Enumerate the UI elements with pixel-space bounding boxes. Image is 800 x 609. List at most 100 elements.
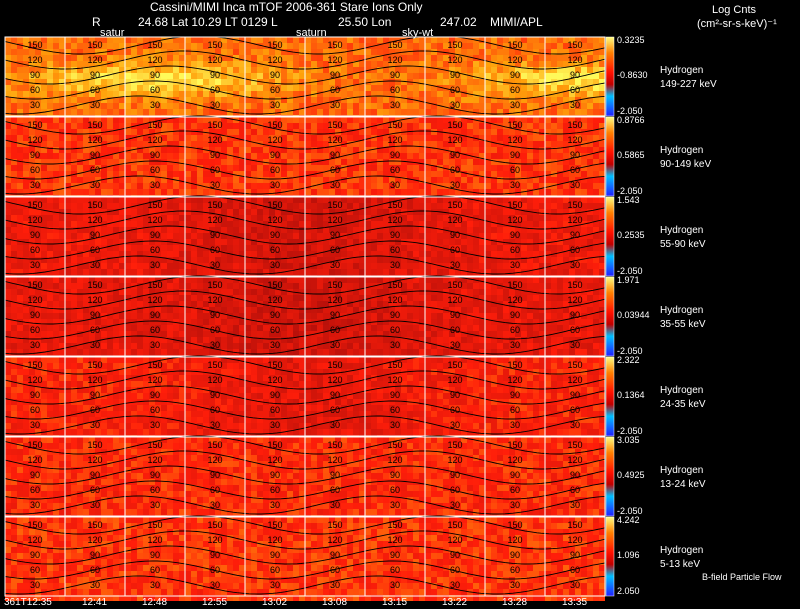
heat-cell — [203, 251, 209, 257]
heat-cell — [257, 43, 263, 49]
heat-cell — [251, 251, 257, 257]
heat-cell — [497, 307, 503, 313]
heat-cell — [167, 283, 173, 289]
contour-label: 60 — [210, 85, 220, 95]
heat-cell — [119, 313, 125, 319]
heat-cell — [17, 177, 23, 183]
heat-cell — [557, 221, 563, 227]
heat-cell — [305, 221, 311, 227]
heat-cell — [149, 289, 155, 295]
heat-cell — [401, 159, 407, 165]
heat-cell — [431, 183, 437, 189]
heat-cell — [425, 239, 431, 245]
heat-cell — [263, 49, 269, 55]
heat-cell — [89, 203, 95, 209]
heat-cell — [17, 129, 23, 135]
heat-cell — [167, 189, 173, 195]
heat-cell — [353, 257, 359, 263]
heat-cell — [89, 171, 95, 177]
heat-cell — [89, 263, 95, 269]
heat-cell — [467, 85, 473, 91]
heat-cell — [359, 221, 365, 227]
heat-cell — [269, 233, 275, 239]
contour-label: 30 — [450, 180, 460, 190]
heat-cell — [269, 55, 275, 61]
heat-cell — [353, 43, 359, 49]
heat-cell — [173, 123, 179, 129]
heat-cell — [305, 67, 311, 73]
heat-cell — [335, 269, 341, 275]
heat-cell — [587, 283, 593, 289]
heat-cell — [209, 203, 215, 209]
heat-cell — [53, 171, 59, 177]
heat-cell — [263, 183, 269, 189]
heat-cell — [341, 295, 347, 301]
heat-cell — [143, 109, 149, 115]
heat-cell — [473, 73, 479, 79]
heat-cell — [461, 123, 467, 129]
heat-cell — [587, 263, 593, 269]
heat-cell — [137, 177, 143, 183]
heat-cell — [431, 215, 437, 221]
heat-cell — [203, 153, 209, 159]
heat-cell — [113, 135, 119, 141]
heat-cell — [491, 189, 497, 195]
heat-cell — [173, 67, 179, 73]
heat-cell — [149, 159, 155, 165]
heat-cell — [191, 239, 197, 245]
heat-cell — [179, 301, 185, 307]
heat-cell — [545, 209, 551, 215]
heat-cell — [155, 263, 161, 269]
heat-cell — [203, 203, 209, 209]
heat-cell — [485, 269, 491, 275]
heat-cell — [401, 227, 407, 233]
heat-cell — [389, 283, 395, 289]
heat-cell — [485, 91, 491, 97]
heat-cell — [413, 123, 419, 129]
heat-cell — [221, 117, 227, 123]
heat-cell — [335, 251, 341, 257]
heat-cell — [383, 245, 389, 251]
heat-cell — [473, 283, 479, 289]
heat-cell — [431, 135, 437, 141]
heat-cell — [95, 153, 101, 159]
heat-cell — [305, 159, 311, 165]
heat-cell — [323, 79, 329, 85]
heat-cell — [47, 289, 53, 295]
heat-cell — [179, 159, 185, 165]
heat-cell — [65, 269, 71, 275]
heat-cell — [461, 209, 467, 215]
heat-cell — [587, 109, 593, 115]
heat-cell — [539, 153, 545, 159]
heat-cell — [491, 233, 497, 239]
heat-cell — [269, 91, 275, 97]
heat-cell — [119, 245, 125, 251]
heat-cell — [485, 117, 491, 123]
contour-label: 30 — [90, 260, 100, 270]
heat-cell — [215, 103, 221, 109]
heat-cell — [365, 103, 371, 109]
heat-cell — [593, 171, 599, 177]
heat-cell — [485, 147, 491, 153]
heat-cell — [47, 55, 53, 61]
heat-cell — [107, 37, 113, 43]
heat-cell — [179, 61, 185, 67]
heat-cell — [89, 73, 95, 79]
heat-cell — [95, 301, 101, 307]
heat-cell — [365, 55, 371, 61]
contour-label: 150 — [447, 40, 462, 50]
heat-cell — [251, 209, 257, 215]
heat-cell — [95, 209, 101, 215]
heat-cell — [65, 245, 71, 251]
heat-cell — [185, 73, 191, 79]
heat-cell — [65, 257, 71, 263]
heat-cell — [155, 233, 161, 239]
heat-cell — [293, 245, 299, 251]
heat-cell — [581, 203, 587, 209]
heat-cell — [371, 61, 377, 67]
heat-cell — [233, 49, 239, 55]
heat-cell — [533, 171, 539, 177]
heat-cell — [563, 227, 569, 233]
heat-cell — [425, 269, 431, 275]
heat-cell — [5, 153, 11, 159]
